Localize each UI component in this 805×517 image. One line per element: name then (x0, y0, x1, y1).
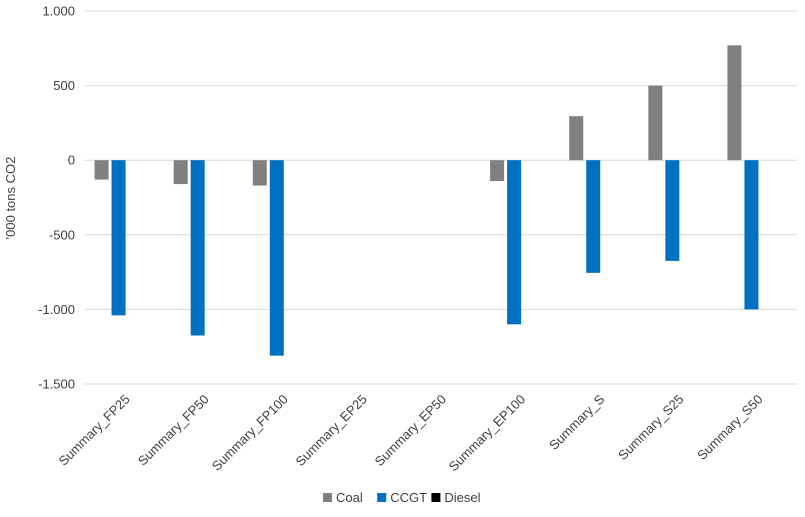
x-tick-label: Summary_EP25 (292, 392, 370, 470)
x-tick-label: Summary_S25 (615, 392, 686, 463)
legend-swatch-coal (323, 493, 332, 502)
bar-ccgt-summary_s50 (744, 160, 759, 310)
legend-swatch-diesel (431, 493, 441, 502)
bar-coal-summary_fp25 (94, 160, 109, 180)
legend-swatch-ccgt (377, 493, 387, 502)
x-tick-label: Summary_EP100 (446, 392, 529, 475)
y-axis-title: '000 tons CO2 (3, 157, 18, 240)
bar-coal-summary_fp50 (173, 160, 188, 185)
x-tick-label: Summary_EP50 (372, 392, 450, 470)
y-tick-label: -1.000 (38, 302, 75, 317)
legend: Coal CCGT Diesel (323, 490, 481, 505)
x-tick-label: Summary_S50 (694, 392, 765, 463)
x-tick-label: Summary_FP25 (56, 392, 133, 469)
bar-ccgt-summary_fp25 (111, 160, 126, 316)
y-tick-label: -500 (49, 227, 75, 242)
bar-ccgt-summary_s25 (665, 160, 680, 261)
x-tick-label: Summary_S (546, 391, 607, 452)
bar-coal-summary_fp100 (252, 160, 267, 186)
bar-coal-summary_s25 (648, 85, 663, 161)
bar-ccgt-summary_fp100 (269, 160, 284, 356)
y-tick-label: -1.500 (38, 377, 75, 392)
bar-ccgt-summary_ep100 (507, 160, 522, 325)
y-tick-label: 0 (68, 153, 75, 168)
bar-coal-summary_ep100 (490, 160, 505, 182)
legend-label-coal: Coal (336, 490, 363, 505)
bar-coal-summary_s50 (727, 45, 742, 161)
bar-ccgt-summary_fp50 (190, 160, 205, 336)
y-axis-ticks: 1.000 500 0 -500 -1.000 -1.500 (38, 4, 75, 392)
y-tick-label: 500 (53, 78, 75, 93)
legend-label-diesel: Diesel (444, 490, 480, 505)
legend-label-ccgt: CCGT (390, 490, 427, 505)
y-tick-label: 1.000 (42, 4, 75, 19)
bars (94, 45, 759, 356)
bar-coal-summary_s (569, 116, 584, 161)
x-tick-label: Summary_FP50 (135, 392, 212, 469)
bar-ccgt-summary_s (586, 160, 601, 273)
x-tick-label: Summary_FP100 (209, 392, 291, 474)
